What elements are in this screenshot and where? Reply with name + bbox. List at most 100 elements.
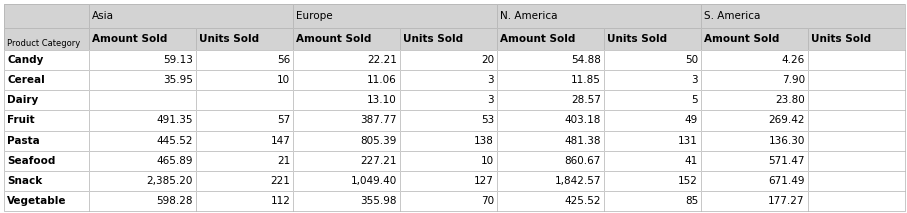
Bar [808,50,905,70]
Text: 50: 50 [685,55,698,65]
Text: 112: 112 [270,196,290,206]
Bar [808,151,905,171]
Bar [293,90,400,110]
Bar [196,90,293,110]
Bar [90,28,196,50]
Bar [497,191,604,211]
Bar [293,90,400,110]
Text: 3: 3 [488,95,494,105]
Bar [4,50,90,70]
Bar [293,4,497,28]
Text: 70: 70 [481,196,494,206]
Bar [4,4,90,28]
Text: Asia: Asia [93,11,114,21]
Bar [808,131,905,151]
Text: Units Sold: Units Sold [403,34,463,44]
Bar [293,191,400,211]
Bar [604,191,701,211]
Bar [4,50,90,70]
Bar [604,131,701,151]
Bar [90,171,196,191]
Bar [196,131,293,151]
Bar [701,110,808,131]
Bar [400,110,497,131]
Text: 671.49: 671.49 [768,176,805,186]
Bar [90,28,196,50]
Text: Amount Sold: Amount Sold [297,34,372,44]
Text: 1,049.40: 1,049.40 [351,176,397,186]
Bar [604,90,701,110]
Bar [701,171,808,191]
Bar [497,110,604,131]
Bar [90,50,196,70]
Text: 177.27: 177.27 [768,196,805,206]
Bar [400,90,497,110]
Text: N. America: N. America [500,11,558,21]
Text: 1,842.57: 1,842.57 [554,176,600,186]
Bar [293,28,400,50]
Bar [701,131,808,151]
Bar [701,151,808,171]
Text: 21: 21 [277,156,290,166]
Text: 7.90: 7.90 [782,75,805,85]
Bar [808,171,905,191]
Bar [196,151,293,171]
Bar [196,70,293,90]
Text: Dairy: Dairy [7,95,38,105]
Bar [400,131,497,151]
Text: 10: 10 [481,156,494,166]
Text: 403.18: 403.18 [564,115,600,125]
Bar [808,110,905,131]
Bar [196,151,293,171]
Bar [604,171,701,191]
Bar [604,110,701,131]
Bar [90,90,196,110]
Bar [497,90,604,110]
Bar [497,4,701,28]
Text: Fruit: Fruit [7,115,34,125]
Bar [293,50,400,70]
Bar [400,151,497,171]
Bar [604,70,701,90]
Bar [497,70,604,90]
Bar [808,70,905,90]
Bar [701,151,808,171]
Text: 11.06: 11.06 [367,75,397,85]
Text: 13.10: 13.10 [367,95,397,105]
Bar [293,110,400,131]
Text: Seafood: Seafood [7,156,55,166]
Bar [196,191,293,211]
Bar [293,70,400,90]
Text: 23.80: 23.80 [775,95,805,105]
Bar [196,171,293,191]
Text: Vegetable: Vegetable [7,196,66,206]
Text: Snack: Snack [7,176,43,186]
Bar [604,28,701,50]
Bar [604,28,701,50]
Bar [4,90,90,110]
Bar [4,28,90,50]
Text: 57: 57 [277,115,290,125]
Bar [604,151,701,171]
Text: Amount Sold: Amount Sold [704,34,779,44]
Bar [400,28,497,50]
Bar [497,171,604,191]
Text: 598.28: 598.28 [157,196,193,206]
Text: Units Sold: Units Sold [811,34,871,44]
Bar [701,90,808,110]
Bar [400,70,497,90]
Text: 227.21: 227.21 [360,156,397,166]
Bar [400,131,497,151]
Bar [4,131,90,151]
Text: 3: 3 [488,75,494,85]
Text: 131: 131 [678,135,698,145]
Bar [4,70,90,90]
Text: 152: 152 [678,176,698,186]
Text: Europe: Europe [297,11,333,21]
Bar [604,50,701,70]
Bar [90,151,196,171]
Text: 59.13: 59.13 [163,55,193,65]
Bar [4,110,90,131]
Bar [90,191,196,211]
Bar [497,131,604,151]
